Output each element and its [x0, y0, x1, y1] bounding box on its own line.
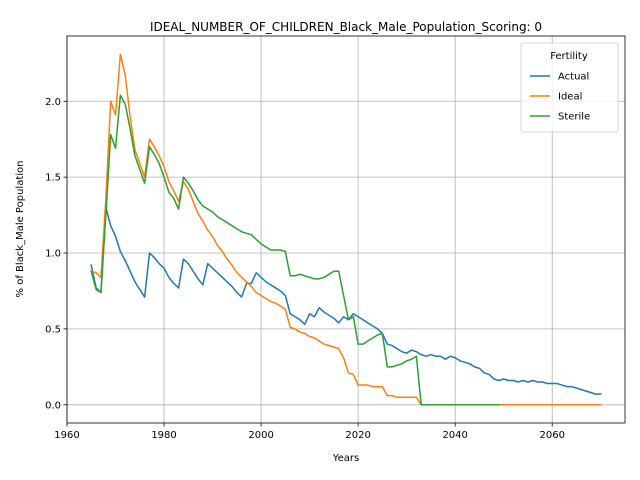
series-line-sterile — [90, 94, 500, 406]
x-tick-label: 2000 — [248, 430, 273, 441]
series-line-actual — [90, 206, 602, 395]
chart-title: IDEAL_NUMBER_OF_CHILDREN_Black_Male_Popu… — [150, 20, 542, 34]
y-tick-label: 1.5 — [45, 173, 61, 184]
y-axis-label: % of Black_Male Population — [15, 161, 26, 298]
y-tick-label: 0.0 — [45, 400, 61, 411]
x-tick-label: 2020 — [345, 430, 370, 441]
legend-items: Actual Ideal Sterile — [530, 72, 590, 123]
y-tick-label: 0.5 — [45, 324, 61, 335]
y-tick-label: 2.0 — [45, 97, 61, 108]
plot-frame — [66, 35, 626, 424]
legend: Fertility Actual Ideal Sterile — [520, 42, 619, 133]
legend-box — [520, 42, 619, 133]
y-tick-label: 1.0 — [45, 249, 61, 260]
x-tick-label: 2040 — [442, 430, 467, 441]
series-lines — [90, 53, 602, 406]
legend-label-actual: Actual — [558, 72, 589, 83]
x-axis-label: Years — [332, 453, 359, 464]
series-line-ideal — [90, 53, 602, 406]
x-tick-label: 2060 — [539, 430, 564, 441]
legend-label-sterile: Sterile — [558, 112, 590, 123]
axis-ticks: 1960 1980 2000 2020 2040 2060 0.0 0.5 1.0 1.5 2.0 — [45, 97, 565, 441]
legend-label-ideal: Ideal — [558, 92, 582, 103]
x-tick-label: 1980 — [151, 430, 176, 441]
x-tick-label: 1960 — [54, 430, 79, 441]
legend-title: Fertility — [550, 51, 588, 62]
